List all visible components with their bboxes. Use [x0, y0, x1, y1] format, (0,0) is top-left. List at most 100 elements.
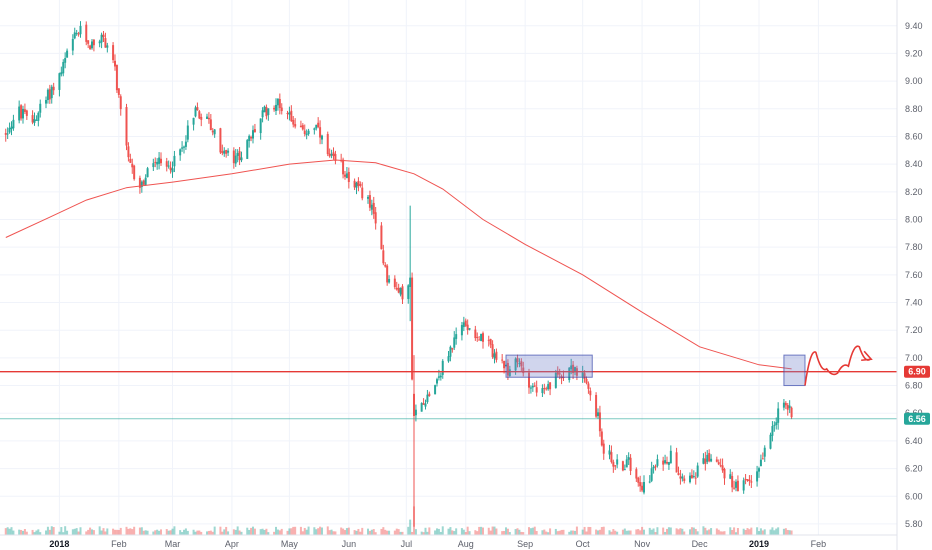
volume-bar	[729, 527, 732, 535]
volume-bar	[667, 527, 670, 535]
volume-bar	[723, 531, 726, 535]
volume-bar	[575, 526, 578, 535]
volume-bar	[769, 529, 772, 535]
y-tick-label: 7.40	[905, 298, 923, 308]
candle-body	[501, 359, 504, 361]
volume-bar	[602, 526, 605, 535]
candle-body	[650, 468, 653, 481]
volume-bar	[437, 528, 440, 535]
candle-body	[462, 322, 465, 328]
candle-body	[33, 119, 36, 123]
candle-body	[589, 390, 592, 396]
volume-bar	[114, 529, 116, 535]
candle-body	[85, 24, 88, 42]
volume-bar	[721, 531, 724, 535]
volume-bar	[710, 528, 713, 535]
candle-body	[319, 127, 322, 138]
candle-body	[183, 146, 185, 148]
candle-body	[758, 468, 760, 472]
volume-bar	[759, 528, 762, 535]
candle-body	[46, 89, 49, 101]
volume-bar	[301, 531, 304, 535]
volume-bar	[219, 526, 222, 535]
volume-bar	[98, 526, 101, 535]
candle-body	[474, 329, 477, 339]
volume-bar	[87, 529, 90, 535]
candle-body	[595, 394, 598, 417]
volume-bar	[37, 529, 40, 535]
volume-bar	[152, 531, 155, 535]
volume-bar	[612, 529, 615, 535]
candle-body	[167, 165, 170, 167]
y-tick-label: 8.60	[905, 131, 923, 141]
candle-body	[18, 106, 21, 121]
volume-bar	[275, 526, 277, 535]
volume-bar	[22, 530, 24, 535]
volume-bar	[453, 531, 456, 535]
volume-bar	[198, 530, 201, 535]
volume-bar	[73, 528, 76, 535]
candle-body	[411, 277, 414, 380]
volume-bar	[508, 532, 511, 535]
candle-body	[313, 128, 316, 130]
candle-body	[476, 337, 479, 339]
volume-bar	[541, 530, 544, 535]
volume-bar	[133, 526, 136, 535]
candle-body	[119, 96, 122, 110]
volume-bar	[345, 528, 348, 535]
candle-body	[261, 110, 264, 118]
candle-body	[211, 130, 214, 133]
volume-bar	[478, 526, 481, 535]
volume-bar	[426, 531, 429, 535]
candle-body	[625, 459, 628, 468]
candle-body	[102, 34, 105, 38]
volume-bar	[493, 526, 496, 535]
volume-bar	[558, 530, 561, 535]
candle-body	[326, 134, 329, 155]
candle-body	[493, 353, 496, 359]
candle-body	[413, 393, 415, 416]
volume-bar	[468, 531, 471, 535]
volume-bar	[240, 531, 243, 535]
candle-body	[280, 107, 283, 112]
candle-body	[342, 159, 345, 175]
candle-body	[8, 128, 11, 133]
volume-bar	[434, 530, 437, 535]
candle-body	[372, 202, 375, 214]
volume-bar	[267, 532, 270, 535]
volume-bar	[560, 529, 563, 535]
volume-bar	[397, 529, 400, 535]
candle-body	[79, 25, 82, 35]
volume-bar	[447, 528, 450, 535]
candle-body	[114, 60, 116, 67]
candle-body	[92, 39, 95, 46]
candle-body	[598, 412, 601, 432]
volume-bar	[58, 531, 61, 535]
candle-body	[407, 285, 410, 299]
y-tick-label: 7.80	[905, 242, 923, 252]
volume-bar	[52, 527, 55, 535]
candle-body	[581, 372, 584, 377]
y-tick-label: 8.20	[905, 187, 923, 197]
candle-body	[769, 434, 772, 449]
candle-body	[317, 122, 320, 128]
volume-bar	[572, 530, 575, 535]
candle-body	[554, 372, 557, 388]
candle-body	[623, 469, 626, 471]
current-price-label: 6.56	[908, 414, 926, 424]
volume-bar	[449, 527, 452, 535]
candle-body	[717, 462, 720, 465]
candle-body	[514, 358, 517, 371]
candle-body	[520, 361, 523, 367]
volume-bar	[62, 532, 65, 535]
candle-body	[464, 320, 467, 326]
volume-bar	[556, 531, 559, 535]
candle-body	[449, 346, 452, 357]
volume-bar	[31, 529, 34, 535]
candle-body	[12, 119, 15, 129]
volume-bar	[10, 527, 13, 535]
candle-body	[441, 360, 444, 375]
x-tick-label: Jul	[401, 539, 413, 549]
volume-bar	[234, 529, 237, 535]
